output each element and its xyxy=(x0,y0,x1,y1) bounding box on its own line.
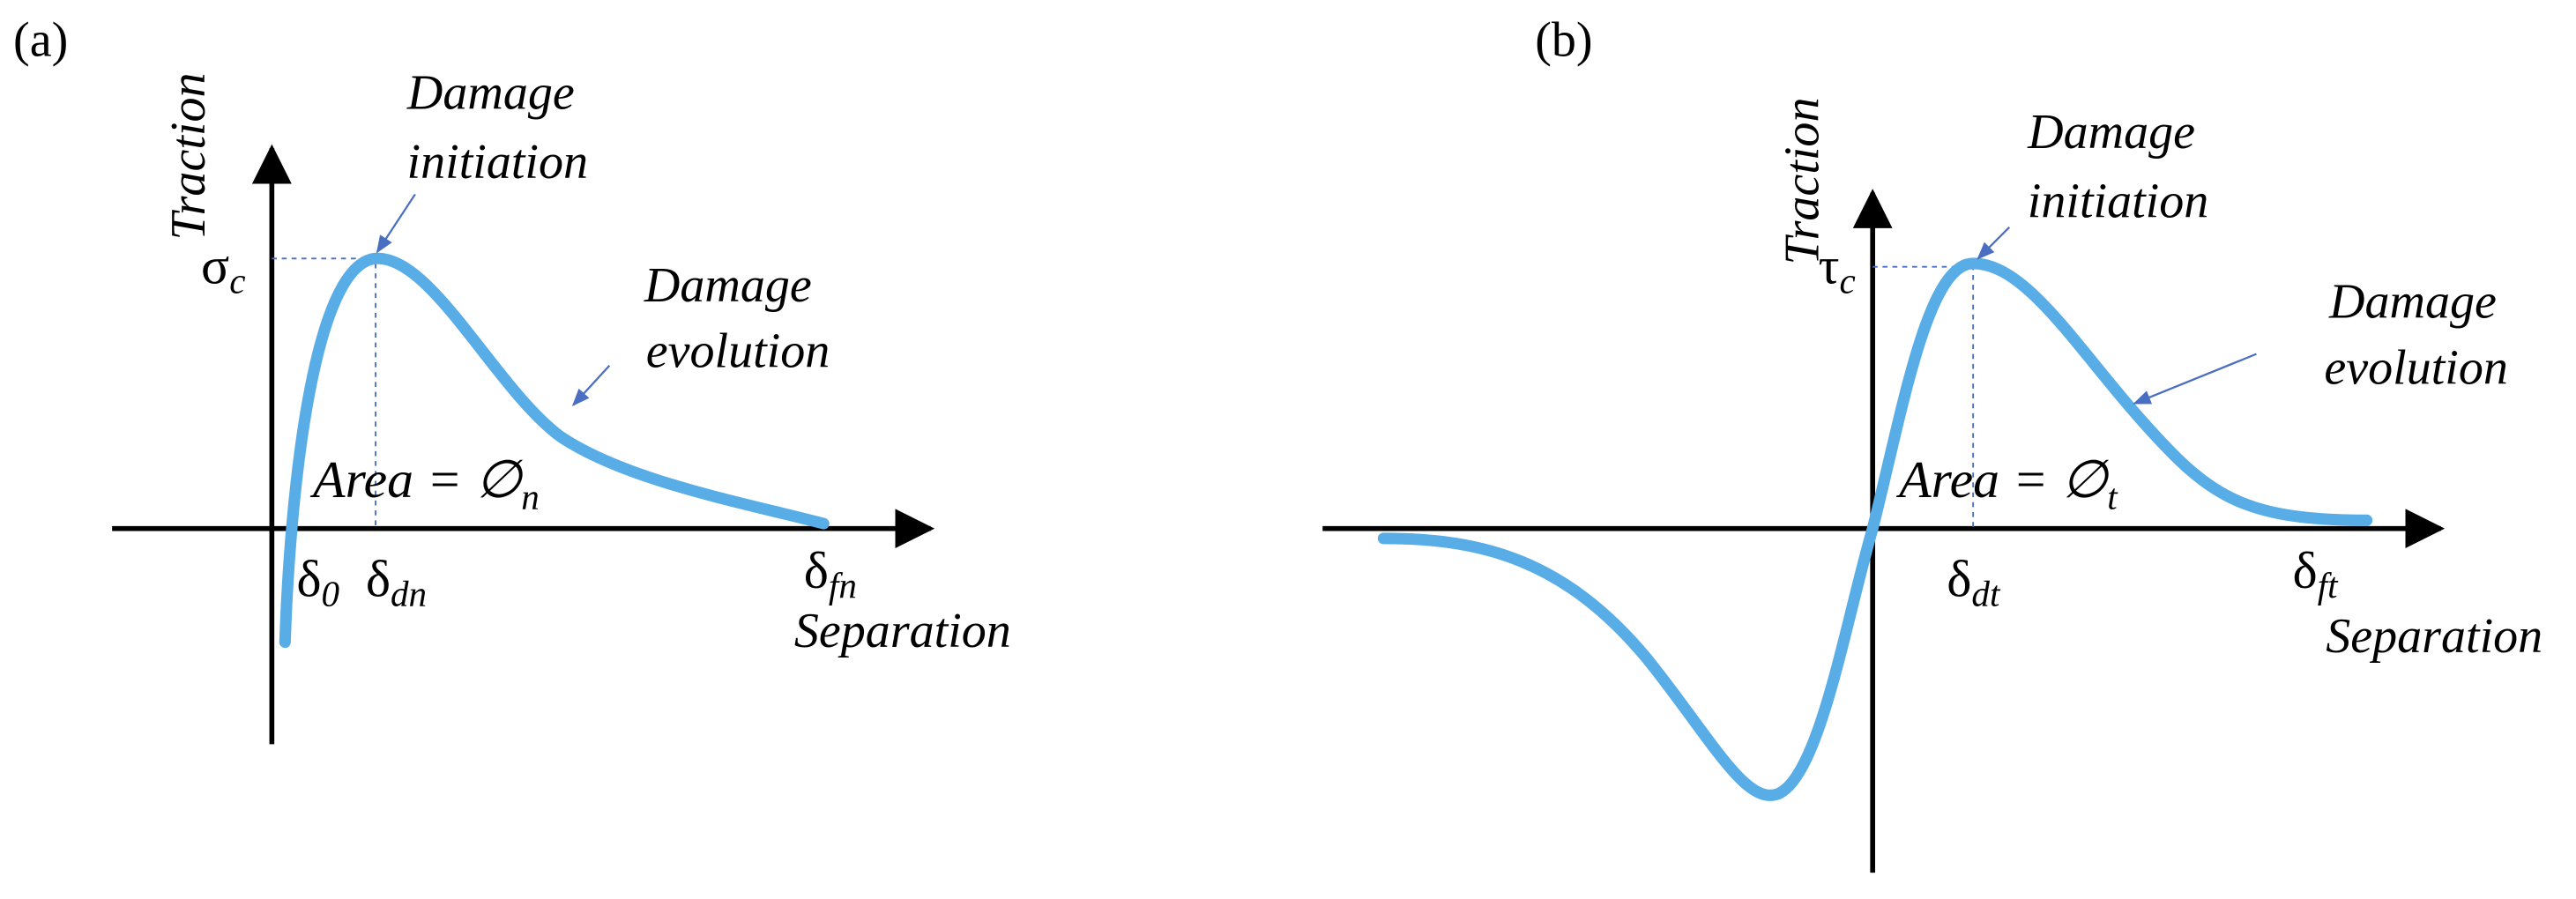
annotation: evolution xyxy=(646,324,830,379)
x-mark: δdt xyxy=(1947,549,2001,613)
area-label: Area = ∅n xyxy=(309,450,540,516)
symbol: δ xyxy=(1947,549,1971,607)
pointer-arrow xyxy=(1977,227,2011,260)
annotation: Damage xyxy=(2328,275,2497,330)
annotation: Damage xyxy=(406,65,575,120)
x-axis-label: Separation xyxy=(2326,609,2542,664)
y-axis-label: Traction xyxy=(1776,98,1830,265)
panel-b: (b) Traction τc Damage initiation Damage… xyxy=(1322,13,2542,873)
peak-symbol: σc xyxy=(201,236,245,301)
annotation: initiation xyxy=(407,135,588,189)
subscript: t xyxy=(2107,476,2118,516)
symbol: δ xyxy=(366,549,391,607)
symbol: δ xyxy=(296,549,321,607)
panel-a: (a) Traction σc Damage initiation Damage… xyxy=(13,13,1011,745)
subscript: dn xyxy=(391,573,427,613)
x-mark: δdn xyxy=(366,549,427,613)
area-text: Area = ∅ xyxy=(309,450,524,509)
traction-curve xyxy=(1377,257,2373,801)
subscript: c xyxy=(1840,261,1856,301)
annotation: Damage xyxy=(2027,105,2195,160)
pointer-arrow xyxy=(571,364,611,407)
pointer-arrow xyxy=(2133,353,2257,405)
subscript: 0 xyxy=(322,573,340,613)
y-axis-label: Traction xyxy=(161,73,216,241)
annotation: Damage xyxy=(644,258,812,313)
annotation: evolution xyxy=(2324,340,2508,395)
panel-label: (b) xyxy=(1535,13,1592,68)
annotation: initiation xyxy=(2028,175,2208,229)
subscript: n xyxy=(521,476,540,516)
symbol: τ xyxy=(1819,236,1840,294)
pointer-arrow xyxy=(376,193,416,254)
symbol: δ xyxy=(804,541,829,599)
subscript: dt xyxy=(1971,573,2001,613)
peak-symbol: τc xyxy=(1819,236,1856,301)
subscript: ft xyxy=(2318,565,2339,606)
x-mark: δ0 xyxy=(296,549,339,613)
panel-label: (a) xyxy=(13,13,68,68)
symbol: σ xyxy=(201,236,229,294)
traction-curve xyxy=(279,252,830,649)
x-mark: δft xyxy=(2293,541,2340,606)
symbol: δ xyxy=(2293,541,2318,599)
subscript: fn xyxy=(829,565,857,606)
area-label: Area = ∅t xyxy=(1895,450,2118,516)
area-text: Area = ∅ xyxy=(1895,450,2110,509)
x-axis-label: Separation xyxy=(794,604,1011,658)
x-mark: δfn xyxy=(804,541,857,606)
subscript: c xyxy=(229,261,245,301)
